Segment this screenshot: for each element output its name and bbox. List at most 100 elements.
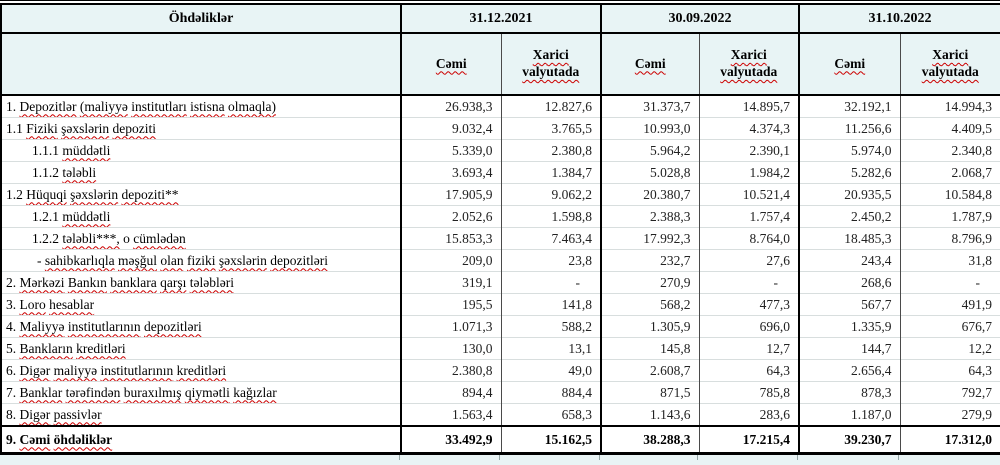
period-header-1: 31.12.2021 xyxy=(400,4,601,34)
bottom-page-strip xyxy=(0,455,1000,465)
total-value-cell: 38.288,3 xyxy=(600,425,699,454)
value-cell: 283,6 xyxy=(698,403,799,426)
table-row: 1.2 Hüquqi şəxslərin depoziti** 17.905,9… xyxy=(1,183,1000,206)
value-cell: 14.895,7 xyxy=(698,94,799,118)
value-cell: 1.563,4 xyxy=(400,403,501,426)
total-row-label: 9. Cəmi öhdəliklər xyxy=(1,425,401,454)
total-value-cell: 39.230,7 xyxy=(798,425,900,454)
row-label: 1. Depozitlər (maliyyə institutları isti… xyxy=(1,94,401,118)
value-cell: 884,4 xyxy=(500,381,601,404)
value-cell: 145,8 xyxy=(600,337,699,360)
top-gap xyxy=(0,1,1000,3)
subheader-total-1: Cəmi xyxy=(400,33,501,96)
column-line-stub xyxy=(499,455,500,460)
period-header-2: 30.09.2022 xyxy=(600,4,799,34)
value-cell: 1.305,9 xyxy=(600,315,699,338)
value-cell: 2.390,1 xyxy=(698,139,799,162)
value-cell: 5.974,0 xyxy=(798,139,900,162)
liabilities-table: Öhdəliklər 31.12.2021 30.09.2022 31.10.2… xyxy=(0,3,1000,455)
value-cell: 12,7 xyxy=(698,337,799,360)
value-cell: 3.765,5 xyxy=(500,117,601,140)
value-cell: 491,9 xyxy=(899,293,1000,316)
value-cell: - xyxy=(500,271,601,294)
value-cell: 12.827,6 xyxy=(500,94,601,118)
table-row: - sahibkarlıqla məşğul olan fiziki şəxsl… xyxy=(1,249,1000,272)
value-cell: 696,0 xyxy=(698,315,799,338)
value-cell: 1.384,7 xyxy=(500,161,601,184)
value-cell: 4.374,3 xyxy=(698,117,799,140)
value-cell: 319,1 xyxy=(400,271,501,294)
value-cell: 31.373,7 xyxy=(600,94,699,118)
subheader-total-2: Cəmi xyxy=(600,33,699,96)
value-cell: 10.993,0 xyxy=(600,117,699,140)
row-label: 8. Digər passivlər xyxy=(1,403,401,426)
value-cell: 64,3 xyxy=(698,359,799,382)
value-cell: 2.450,2 xyxy=(798,205,900,228)
table-row: 6. Digər maliyyə institutlarının kreditl… xyxy=(1,359,1000,382)
table-row: 1.2.2 tələbli***, o cümlədən 15.853,3 7.… xyxy=(1,227,1000,250)
subheader-foreign-2: Xarici valyutada xyxy=(698,33,799,96)
value-cell: 477,3 xyxy=(698,293,799,316)
value-cell: 3.693,4 xyxy=(400,161,501,184)
value-cell: 8.764,0 xyxy=(698,227,799,250)
column-line-stub xyxy=(898,455,899,460)
value-cell: 130,0 xyxy=(400,337,501,360)
row-label: 6. Digər maliyyə institutlarının kreditl… xyxy=(1,359,401,382)
value-cell: 2.388,3 xyxy=(600,205,699,228)
value-cell: 2.656,4 xyxy=(798,359,900,382)
row-label: 5. Bankların kreditləri xyxy=(1,337,401,360)
value-cell: 17.905,9 xyxy=(400,183,501,206)
period-header-3: 31.10.2022 xyxy=(798,4,1000,34)
value-cell: 1.787,9 xyxy=(899,205,1000,228)
value-cell: 1.143,6 xyxy=(600,403,699,426)
value-cell: 20.380,7 xyxy=(600,183,699,206)
value-cell: 658,3 xyxy=(500,403,601,426)
value-cell: 5.339,0 xyxy=(400,139,501,162)
value-cell: 64,3 xyxy=(899,359,1000,382)
value-cell: 567,7 xyxy=(798,293,900,316)
value-cell: 878,3 xyxy=(798,381,900,404)
table-row: 3. Loro hesablar 195,5 141,8 568,2 477,3… xyxy=(1,293,1000,316)
value-cell: 676,7 xyxy=(899,315,1000,338)
value-cell: 2.380,8 xyxy=(500,139,601,162)
value-cell: 10.521,4 xyxy=(698,183,799,206)
period-header-row: Öhdəliklər 31.12.2021 30.09.2022 31.10.2… xyxy=(1,4,1000,34)
value-cell: 31,8 xyxy=(899,249,1000,272)
value-cell: 5.964,2 xyxy=(600,139,699,162)
value-cell: 23,8 xyxy=(500,249,601,272)
value-cell: - xyxy=(899,271,1000,294)
row-label: 1.2 Hüquqi şəxslərin depoziti** xyxy=(1,183,401,206)
value-cell: 9.062,2 xyxy=(500,183,601,206)
value-cell: 8.796,9 xyxy=(899,227,1000,250)
table-row: 7. Banklar tərəfindən buraxılmış qiymətl… xyxy=(1,381,1000,404)
subheader-foreign-1: Xarici valyutada xyxy=(500,33,601,96)
subheader-foreign-3: Xarici valyutada xyxy=(899,33,1000,96)
row-label: 1.1.1 müddətli xyxy=(1,139,401,162)
subheader-row: Cəmi Xarici valyutada Cəmi Xarici valyut… xyxy=(1,33,1000,96)
value-cell: 26.938,3 xyxy=(400,94,501,118)
value-cell: 1.071,3 xyxy=(400,315,501,338)
value-cell: 27,6 xyxy=(698,249,799,272)
row-label: 1.1.2 tələbli xyxy=(1,161,401,184)
value-cell: 2.380,8 xyxy=(400,359,501,382)
value-cell: 20.935,5 xyxy=(798,183,900,206)
subheader-total-3: Cəmi xyxy=(798,33,900,96)
value-cell: 144,7 xyxy=(798,337,900,360)
row-label: 2. Mərkəzi Bankın banklara qarşı tələblə… xyxy=(1,271,401,294)
value-cell: 7.463,4 xyxy=(500,227,601,250)
value-cell: 1.598,8 xyxy=(500,205,601,228)
total-value-cell: 15.162,5 xyxy=(500,425,601,454)
value-cell: 14.994,3 xyxy=(899,94,1000,118)
value-cell: 871,5 xyxy=(600,381,699,404)
value-cell: 232,7 xyxy=(600,249,699,272)
table-row: 1.2.1 müddətli 2.052,6 1.598,8 2.388,3 1… xyxy=(1,205,1000,228)
label-column-header xyxy=(1,33,401,96)
table-row: 1.1.2 tələbli 3.693,4 1.384,7 5.028,8 1.… xyxy=(1,161,1000,184)
column-line-stub xyxy=(399,455,400,460)
value-cell: 243,4 xyxy=(798,249,900,272)
row-label: 7. Banklar tərəfindən buraxılmış qiymətl… xyxy=(1,381,401,404)
total-value-cell: 33.492,9 xyxy=(400,425,501,454)
column-line-stub xyxy=(697,455,698,460)
table-row: 1. Depozitlər (maliyyə institutları isti… xyxy=(1,94,1000,118)
value-cell: 209,0 xyxy=(400,249,501,272)
